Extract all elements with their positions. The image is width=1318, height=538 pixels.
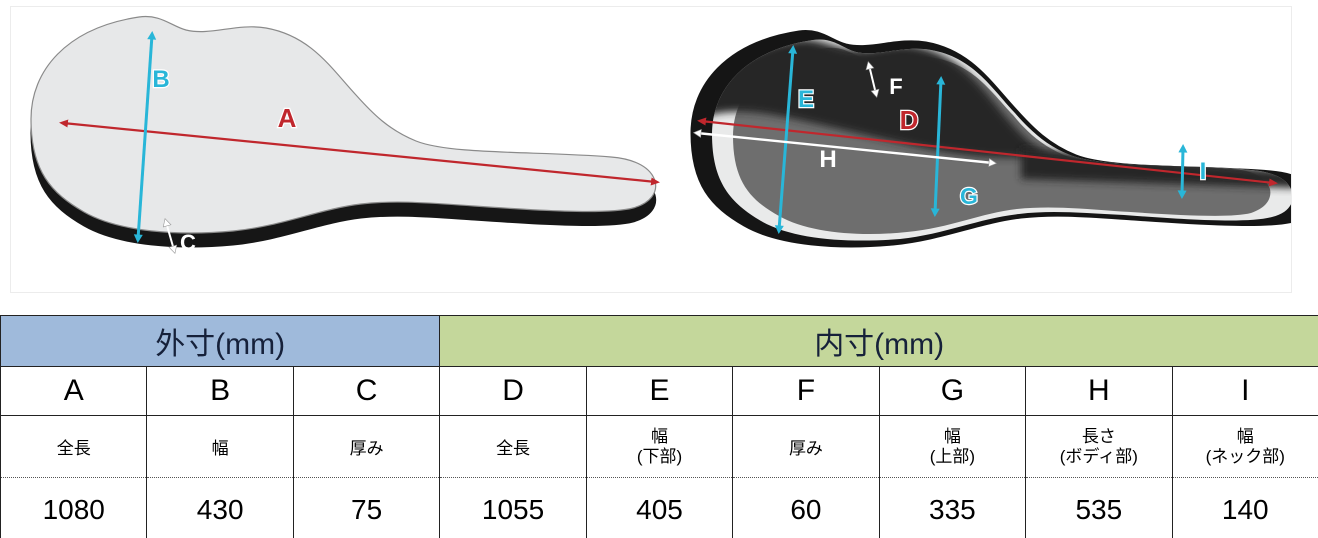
svg-text:I: I bbox=[1200, 158, 1207, 185]
svg-text:F: F bbox=[889, 74, 902, 99]
svg-text:C: C bbox=[180, 230, 196, 255]
svg-text:D: D bbox=[900, 105, 919, 135]
svg-text:H: H bbox=[819, 146, 836, 173]
svg-text:B: B bbox=[152, 66, 169, 93]
svg-text:G: G bbox=[960, 183, 978, 209]
svg-text:A: A bbox=[278, 103, 297, 133]
svg-text:E: E bbox=[798, 86, 814, 113]
